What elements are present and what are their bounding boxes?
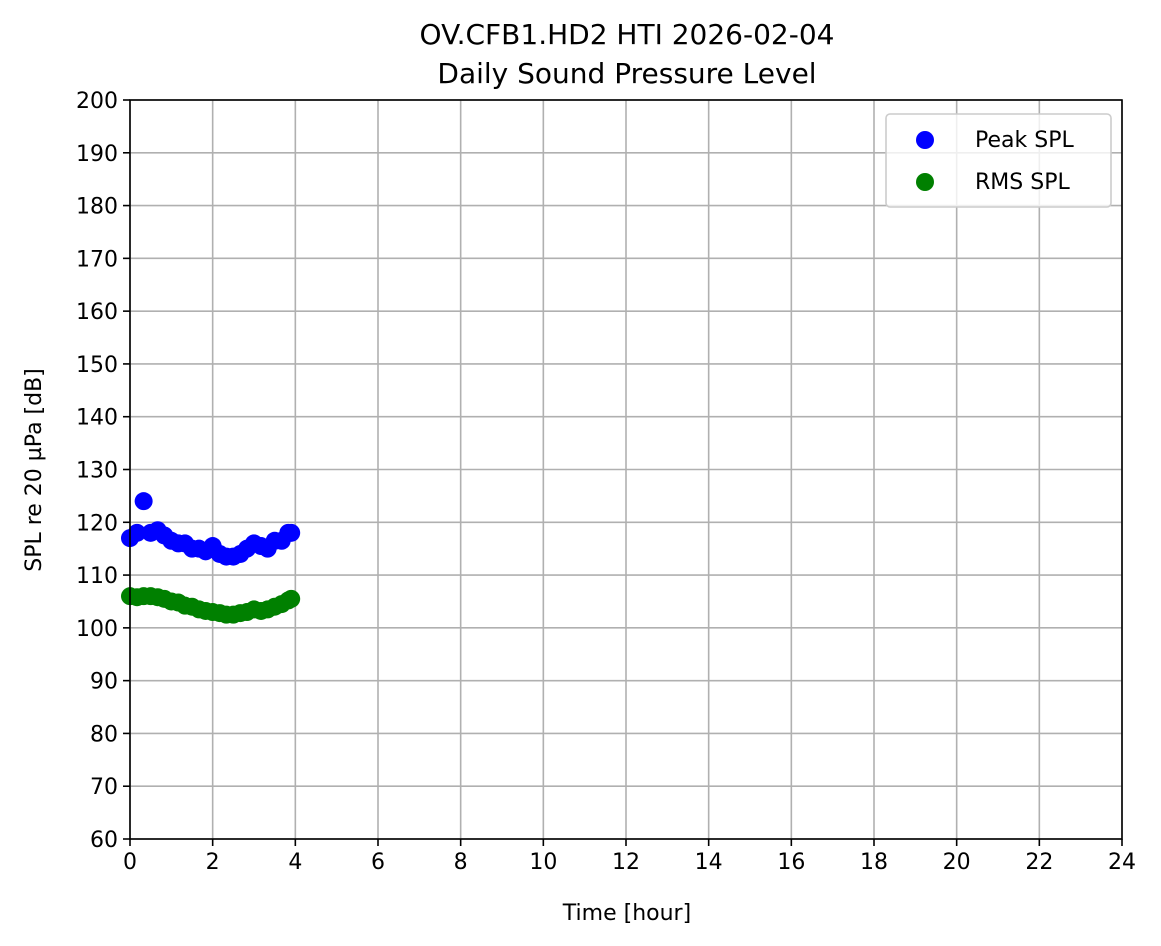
x-tick-label: 16: [777, 850, 805, 875]
legend-box: [885, 113, 1112, 208]
axis-ticks: [123, 99, 1123, 846]
y-tick-label: 80: [90, 722, 118, 747]
x-tick-label: 8: [454, 850, 468, 875]
y-tick-label: 180: [76, 195, 118, 220]
chart-subtitle: Daily Sound Pressure Level: [437, 57, 816, 90]
y-tick-label: 190: [76, 142, 118, 167]
chart-title: OV.CFB1.HD2 HTI 2026-02-04: [420, 18, 835, 51]
legend-marker-peak: [916, 131, 934, 149]
y-tick-label: 160: [76, 300, 118, 325]
y-tick-label: 90: [90, 670, 118, 695]
y-tick-label: 120: [76, 511, 118, 536]
data-points: [121, 492, 301, 624]
peak-spl-point: [282, 523, 301, 542]
peak-spl-point: [134, 492, 153, 511]
series-rms: [121, 587, 301, 624]
rms-spl-point: [282, 589, 301, 608]
y-tick-label: 70: [90, 775, 118, 800]
y-tick-label: 140: [76, 406, 118, 431]
legend-label-rms: RMS SPL: [975, 170, 1070, 195]
y-tick-label: 100: [76, 617, 118, 642]
peak-spl-point: [128, 523, 147, 542]
x-tick-label: 14: [695, 850, 723, 875]
legend: Peak SPL RMS SPL: [885, 113, 1112, 208]
grid-lines: [129, 99, 1123, 840]
y-tick-label: 170: [76, 247, 118, 272]
x-tick-label: 0: [123, 850, 137, 875]
plot-frame: [129, 99, 1123, 840]
y-tick-label: 110: [76, 564, 118, 589]
y-tick-label: 60: [90, 828, 118, 853]
x-tick-label: 22: [1025, 850, 1053, 875]
x-tick-label: 24: [1108, 850, 1136, 875]
y-tick-label: 130: [76, 459, 118, 484]
x-axis-label: Time [hour]: [562, 901, 691, 926]
x-tick-label: 4: [288, 850, 302, 875]
x-tick-label: 2: [206, 850, 220, 875]
legend-label-peak: Peak SPL: [975, 128, 1074, 153]
y-tick-label: 200: [76, 89, 118, 114]
x-tick-label: 18: [860, 850, 888, 875]
x-tick-label: 10: [529, 850, 557, 875]
x-tick-label: 6: [371, 850, 385, 875]
x-tick-label: 20: [943, 850, 971, 875]
y-tick-labels: 60 70 80 90 100 110 120 130 140 150 160 170 180 190 20…: [76, 89, 118, 853]
y-axis-label: SPL re 20 µPa [dB]: [22, 368, 47, 572]
legend-marker-rms: [916, 173, 934, 191]
y-tick-label: 150: [76, 353, 118, 378]
series-peak: [121, 492, 301, 566]
x-tick-label: 12: [612, 850, 640, 875]
x-tick-labels: 0 2 4 6 8 10 12 14 16 18 20 22 24: [123, 850, 1136, 875]
